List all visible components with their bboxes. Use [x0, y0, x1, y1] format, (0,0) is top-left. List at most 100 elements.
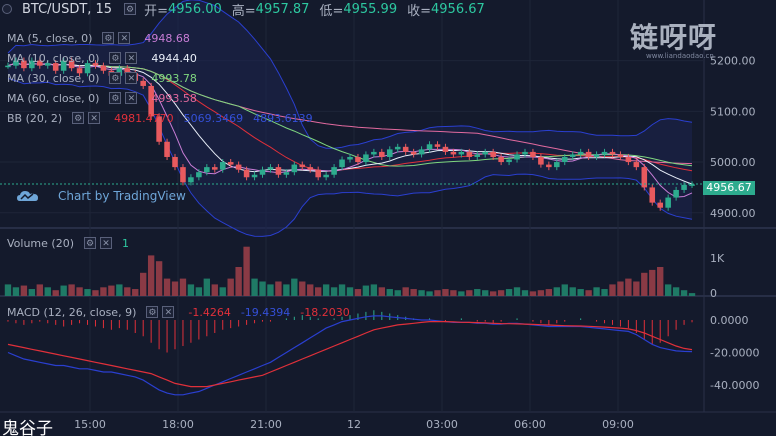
collapse-icon[interactable]: [2, 4, 12, 14]
candle-body: [227, 162, 234, 165]
ma5-settings-icon[interactable]: ⚙: [102, 32, 115, 44]
volume-bar: [569, 287, 576, 296]
candle-body: [394, 146, 401, 150]
bb-upper-value: 5069.3469: [183, 111, 244, 125]
volume-bar: [36, 284, 43, 296]
candle-body: [442, 146, 449, 152]
volume-bar: [92, 290, 99, 296]
legend-ma60[interactable]: MA (60, close, 0) ⚙ ✕ 4993.58: [0, 89, 197, 107]
volume-bar: [44, 287, 51, 296]
candle-body: [673, 189, 679, 198]
low-value: 4955.99: [343, 1, 398, 17]
volume-bar: [346, 287, 354, 296]
time-tick-label: 15:00: [74, 418, 106, 431]
candle-body: [538, 156, 544, 165]
volume-settings-icon[interactable]: ⚙: [84, 237, 96, 249]
volume-bar: [474, 289, 481, 296]
high-value: 4957.87: [255, 1, 310, 17]
volume-bar: [108, 285, 115, 296]
volume-bar: [625, 278, 632, 296]
legend-macd[interactable]: MACD (12, 26, close, 9) ⚙ ✕ -1.4264 -19.…: [0, 303, 350, 321]
candle-body: [585, 151, 592, 157]
candle-body: [681, 184, 687, 190]
tradingview-credit[interactable]: Chart by TradingView: [16, 188, 186, 204]
candle-body: [5, 65, 11, 68]
bollinger-band-fill: [8, 0, 692, 237]
ma30-close-icon[interactable]: ✕: [125, 72, 138, 84]
ma60-settings-icon[interactable]: ⚙: [109, 92, 122, 104]
volume-bar: [179, 278, 187, 296]
candle-body: [386, 149, 393, 157]
candle-body: [665, 197, 671, 208]
symbol-label: BTC/USDT, 15: [22, 1, 113, 17]
ma10-value: 4944.40: [151, 51, 197, 65]
bb-settings-icon[interactable]: ⚙: [72, 112, 85, 124]
volume-bar: [163, 278, 171, 296]
volume-bar: [283, 284, 290, 296]
volume-bar: [243, 246, 250, 296]
legend-bb[interactable]: BB (20, 2) ⚙ ✕ 4981.4770 5069.3469 4893.…: [0, 109, 313, 127]
volume-bar: [641, 272, 648, 296]
ma30-settings-icon[interactable]: ⚙: [109, 72, 122, 84]
volume-bar: [617, 281, 624, 296]
candle-body: [235, 164, 242, 170]
candle-body: [657, 202, 663, 208]
volume-bar: [394, 290, 401, 296]
legend-ma5[interactable]: MA (5, close, 0) ⚙ ✕ 4948.68: [0, 29, 190, 47]
ma10-close-icon[interactable]: ✕: [125, 52, 138, 64]
macd-signal-line: [7, 321, 693, 388]
volume-bar: [124, 287, 131, 296]
legend-ma10[interactable]: MA (10, close, 0) ⚙ ✕ 4944.40: [0, 49, 197, 67]
volume-bar: [227, 278, 234, 296]
ma10-settings-icon[interactable]: ⚙: [109, 52, 122, 64]
candle-body: [29, 60, 35, 69]
ma60-close-icon[interactable]: ✕: [125, 92, 138, 104]
price-tick-label: 5000.00: [710, 156, 756, 169]
volume-bar: [537, 290, 545, 296]
candle-body: [219, 162, 226, 170]
ma5-close-icon[interactable]: ✕: [118, 32, 131, 44]
candle-body: [156, 116, 162, 142]
watermark-url: www.liandaodao.cn: [646, 52, 714, 60]
candle-body: [100, 65, 107, 71]
volume-bar: [680, 290, 688, 296]
close-label: 收=: [407, 3, 432, 19]
bb-close-icon[interactable]: ✕: [88, 112, 101, 124]
candle-body: [44, 63, 51, 66]
volume-bar: [52, 290, 59, 296]
candle-body: [458, 151, 465, 155]
volume-tick-label: 1K: [710, 252, 725, 265]
candle-body: [474, 154, 481, 157]
candle-body: [577, 151, 584, 155]
candle-body: [196, 172, 202, 178]
candle-body: [76, 68, 83, 74]
volume-bar: [155, 261, 163, 296]
volume-bar: [649, 269, 656, 296]
volume-close-icon[interactable]: ✕: [100, 237, 112, 249]
candle-body: [92, 63, 99, 66]
legend-volume[interactable]: Volume (20) ⚙ ✕ 1: [0, 234, 129, 252]
price-tick-label: 5100.00: [710, 105, 756, 118]
volume-bar: [275, 281, 282, 296]
volume-bar: [386, 289, 393, 296]
time-tick-label: 12: [347, 418, 361, 431]
volume-bar: [664, 284, 672, 296]
volume-bar: [84, 289, 91, 296]
legend-ma30[interactable]: MA (30, close, 0) ⚙ ✕ 4993.78: [0, 69, 197, 87]
ma5-value: 4948.68: [144, 31, 190, 45]
candle-body: [172, 156, 178, 168]
ma60-value: 4993.58: [151, 91, 197, 105]
macd-settings-icon[interactable]: ⚙: [146, 306, 159, 318]
bollinger-lower-line: [7, 77, 693, 237]
macd-close-icon[interactable]: ✕: [162, 306, 175, 318]
volume-value: 1: [122, 236, 129, 250]
watermark-logo: 链呀呀: [630, 21, 718, 54]
volume-bar: [116, 284, 123, 296]
settings-gear-icon[interactable]: ⚙: [124, 3, 137, 15]
candle-body: [490, 151, 496, 157]
volume-bar: [338, 284, 346, 296]
volume-bar: [402, 287, 409, 296]
time-tick-label: 21:00: [250, 418, 282, 431]
